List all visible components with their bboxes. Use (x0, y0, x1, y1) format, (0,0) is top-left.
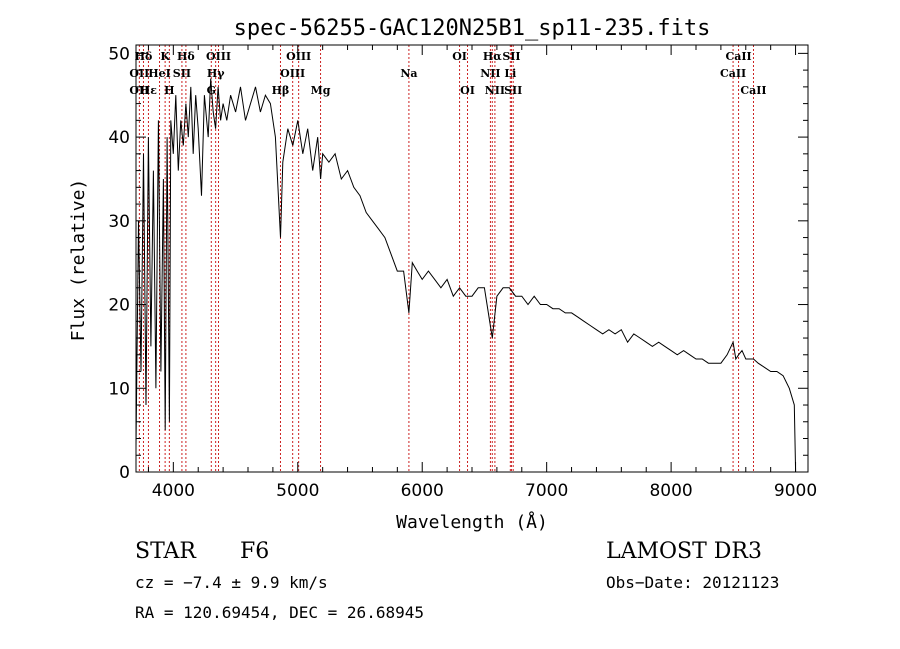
y-tick-label: 20 (108, 296, 130, 316)
survey-name: LAMOST DR3 (606, 539, 762, 564)
object-subclass: F6 (240, 539, 270, 564)
y-tick-label: 10 (108, 379, 130, 399)
line-label: Na (400, 67, 417, 80)
line-label: NII (480, 67, 500, 80)
line-label: OIII (286, 50, 311, 63)
line-label: Hβ (272, 84, 290, 97)
line-label: Hε (140, 84, 157, 97)
emission-line-markers (138, 45, 754, 472)
line-label: G (207, 84, 216, 97)
line-label: Hδ (135, 50, 153, 63)
line-label: H (164, 84, 174, 97)
x-tick-label: 7000 (525, 481, 568, 501)
line-label: K (160, 50, 170, 63)
line-label: Hα (483, 50, 502, 63)
x-tick-label: 9000 (774, 481, 817, 501)
redshift-cz: cz = −7.4 ± 9.9 km/s (135, 573, 328, 592)
line-label: NII (485, 84, 505, 97)
plot-frame (135, 44, 809, 473)
y-axis-label: Flux (relative) (68, 179, 89, 342)
line-label: OI (452, 50, 467, 63)
line-label: Mg (311, 84, 331, 97)
line-label: OI (460, 84, 475, 97)
line-label: OII (129, 67, 149, 80)
line-label: Hγ (207, 67, 225, 80)
x-tick-label: 8000 (649, 481, 692, 501)
x-tick-label: 4000 (152, 481, 195, 501)
y-tick-label: 0 (119, 463, 130, 483)
x-tick-label: 6000 (401, 481, 444, 501)
line-label: CaII (720, 67, 746, 80)
line-label: OIII (280, 67, 305, 80)
observation-date: Obs−Date: 20121123 (606, 573, 780, 592)
line-label: CaII (740, 84, 766, 97)
chart-title: spec-56255-GAC120N25B1_sp11-235.fits (234, 16, 711, 41)
line-label: Li (504, 67, 516, 80)
coordinates: RA = 120.69454, DEC = 26.68945 (135, 603, 424, 622)
line-label: CaII (725, 50, 751, 63)
y-tick-label: 40 (108, 128, 130, 148)
x-tick-label: 5000 (276, 481, 319, 501)
line-label: Hδ (177, 50, 195, 63)
line-label: OIII (206, 50, 231, 63)
y-tick-label: 50 (108, 44, 130, 64)
object-class: STAR (135, 539, 196, 564)
line-label: OII (129, 84, 149, 97)
line-label: SII (502, 50, 520, 63)
axis-ticks: 4000 5000 6000 7000 8000 9000 0 10 20 30 40 50 (108, 44, 817, 501)
x-axis-label: Wavelength (Å) (396, 511, 548, 533)
line-label: SII (173, 67, 191, 80)
line-label: SII (504, 84, 522, 97)
line-label: HeI (148, 67, 171, 80)
spectrum-series-line (135, 78, 797, 473)
y-tick-label: 30 (108, 212, 130, 232)
